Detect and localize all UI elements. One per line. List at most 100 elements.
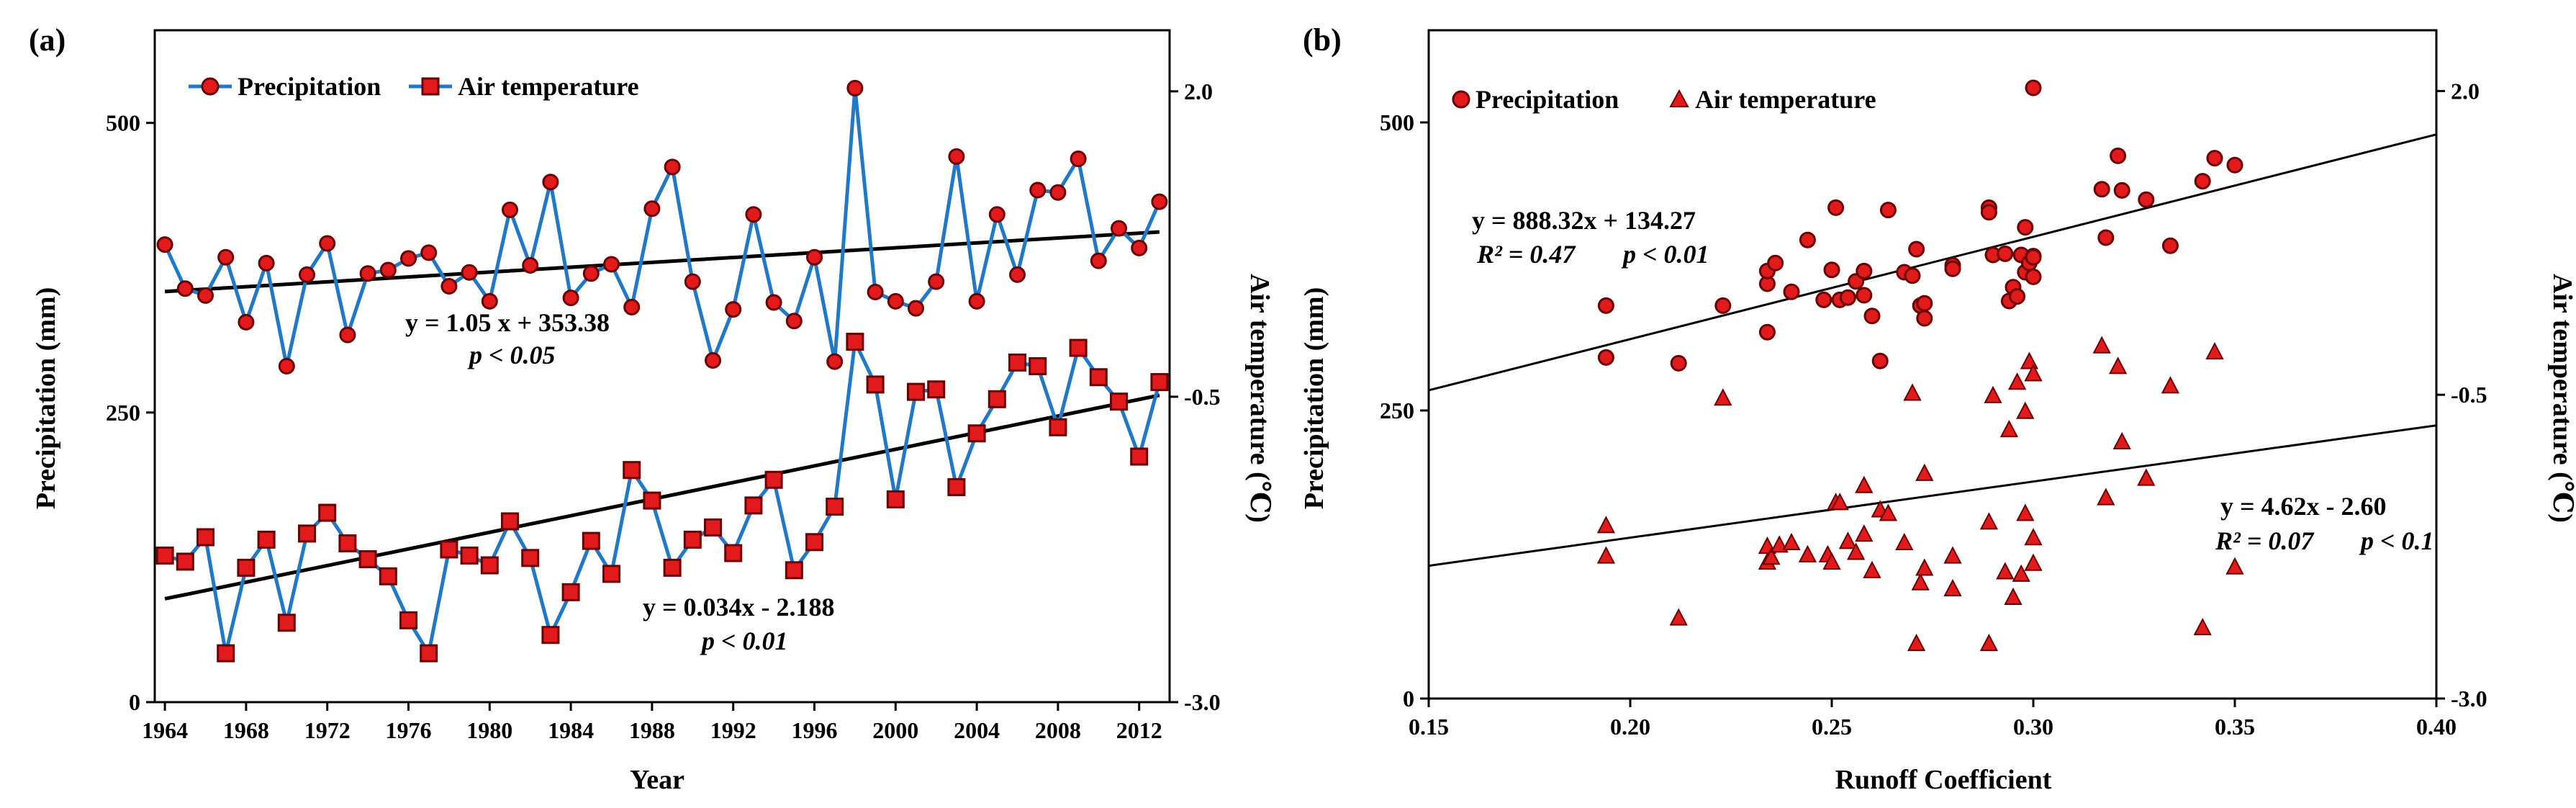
- air-temperature-point: [2020, 351, 2039, 369]
- air-temperature-point: [460, 546, 479, 565]
- air-temperature-point: [1879, 503, 1898, 521]
- precip-regression-r2: R² = 0.47: [1476, 240, 1576, 269]
- precipitation-point: [2017, 219, 2034, 236]
- panel-a-time-series-chart: (a) 1964 1968 1972 1976 1980 1984 1988 1992 1996…: [29, 22, 1275, 795]
- air-temperature-point: [1979, 633, 1999, 652]
- precipitation-point: [278, 358, 295, 374]
- precipitation-point: [582, 265, 600, 282]
- precipitation-point: [542, 174, 559, 191]
- temp-regression-r2: R² = 0.07: [2215, 526, 2315, 555]
- legend-air-temperature-label: Air temperature: [1695, 85, 1876, 114]
- air-temperature-point: [420, 644, 438, 663]
- precipitation-point: [238, 313, 255, 331]
- x-tick-label: 0.40: [2416, 714, 2457, 740]
- air-temperature-point: [1855, 524, 1874, 542]
- precipitation-point: [197, 287, 214, 304]
- air-temperature-point: [1069, 338, 1088, 357]
- air-temperature-point: [1770, 535, 1789, 553]
- precipitation-point: [1904, 267, 1921, 284]
- precipitation-point: [522, 257, 539, 274]
- precipitation-point: [705, 351, 721, 369]
- air-temperature-point: [1130, 447, 1149, 466]
- air-temperature-point: [826, 498, 844, 516]
- precipitation-point: [1049, 184, 1067, 201]
- precipitation-point: [2194, 173, 2211, 190]
- air-temperature-point: [2225, 557, 2244, 575]
- y-left-tick-label: 0: [129, 689, 140, 715]
- precipitation-point: [2025, 79, 2042, 96]
- air-temperature-point: [541, 626, 560, 645]
- air-temperature-point: [744, 496, 763, 515]
- precipitation-point: [1908, 241, 1925, 258]
- air-temperature-trend-line: [164, 393, 1160, 601]
- precipitation-point: [339, 326, 356, 344]
- legend-precipitation-label: Precipitation: [238, 72, 381, 101]
- air-temperature-point: [1838, 531, 1858, 549]
- precipitation-point: [1029, 181, 1047, 199]
- panel-b-right-y-axis-label: Air temperature (℃): [2547, 274, 2576, 523]
- y-right-tick-label: -0.5: [1184, 384, 1221, 410]
- air-temperature-point: [1943, 578, 1962, 597]
- air-temperature-point: [2016, 503, 2035, 521]
- legend-temp-square-marker: [421, 77, 440, 96]
- air-temperature-point: [947, 477, 966, 496]
- air-temperature-point: [2137, 468, 2156, 486]
- y-right-tick-label: -0.5: [2451, 382, 2487, 408]
- precip-trend-significance: p < 0.05: [467, 341, 556, 369]
- x-tick-label: 0.25: [1812, 714, 1852, 740]
- precipitation-point: [765, 294, 782, 311]
- air-temperature-point: [298, 524, 316, 543]
- precip-trend-equation: y = 1.05 x + 353.38: [405, 308, 610, 337]
- air-temperature-trend-line: [1429, 424, 2436, 567]
- air-temperature-point: [1798, 544, 1817, 562]
- air-temperature-point: [2024, 553, 2043, 571]
- air-temperature-point: [866, 375, 885, 394]
- x-tick-label: 2000: [872, 717, 918, 743]
- precipitation-point: [908, 300, 924, 317]
- air-temperature-point: [1150, 373, 1169, 392]
- precipitation-point: [1823, 261, 1840, 279]
- air-temperature-point: [2024, 364, 2043, 382]
- y-right-tick-label: 2.0: [2451, 78, 2480, 104]
- precipitation-point: [1597, 349, 1614, 366]
- air-temperature-point: [2193, 617, 2212, 636]
- x-tick-label: 2012: [1116, 717, 1162, 743]
- air-temperature-point: [683, 530, 702, 549]
- air-temperature-point: [846, 333, 864, 351]
- x-tick-label: 0.15: [1409, 714, 1449, 740]
- air-temperature-point: [1907, 633, 1926, 652]
- y-right-tick-label: -3.0: [2451, 686, 2487, 712]
- precipitation-point: [1827, 199, 1845, 216]
- air-temperature-point: [440, 540, 458, 559]
- air-temperature-point: [2161, 376, 2180, 394]
- air-temperature-point: [196, 528, 214, 547]
- air-temperature-point: [257, 530, 276, 549]
- air-temperature-point: [399, 611, 417, 629]
- air-temperature-point: [764, 470, 783, 489]
- air-temperature-point: [501, 512, 519, 531]
- precipitation-point: [988, 206, 1005, 223]
- x-tick-label: 0.35: [2215, 714, 2255, 740]
- panel-b-plot-area: 0.15 0.20 0.25 0.30 0.35 0.40 0 250 500 -3.0 -0.5 2…: [1380, 29, 2487, 740]
- x-tick-label: 1988: [629, 717, 675, 743]
- air-temperature-point: [1999, 419, 2019, 438]
- precipitation-point: [603, 256, 620, 273]
- air-temperature-point: [988, 390, 1006, 408]
- precipitation-point: [1597, 297, 1614, 314]
- air-temperature-point: [1049, 418, 1067, 436]
- air-temperature-point: [338, 534, 357, 552]
- precipitation-point: [1009, 266, 1026, 283]
- air-temperature-point: [318, 503, 337, 522]
- precipitation-point: [1879, 202, 1897, 219]
- precipitation-series-line: [163, 86, 1162, 368]
- temp-trend-significance: p < 0.01: [700, 627, 788, 655]
- air-temperature-point: [480, 556, 499, 575]
- air-temperature-point: [1984, 385, 2002, 403]
- precipitation-point: [846, 79, 864, 96]
- precipitation-point: [481, 292, 498, 310]
- panel-a-right-y-axis-label: Air temperature (℃): [1244, 274, 1275, 523]
- air-temperature-point: [1822, 552, 1841, 570]
- panel-b-left-y-axis-label: Precipitation (mm): [1299, 287, 1329, 510]
- x-tick-label: 2008: [1035, 717, 1081, 743]
